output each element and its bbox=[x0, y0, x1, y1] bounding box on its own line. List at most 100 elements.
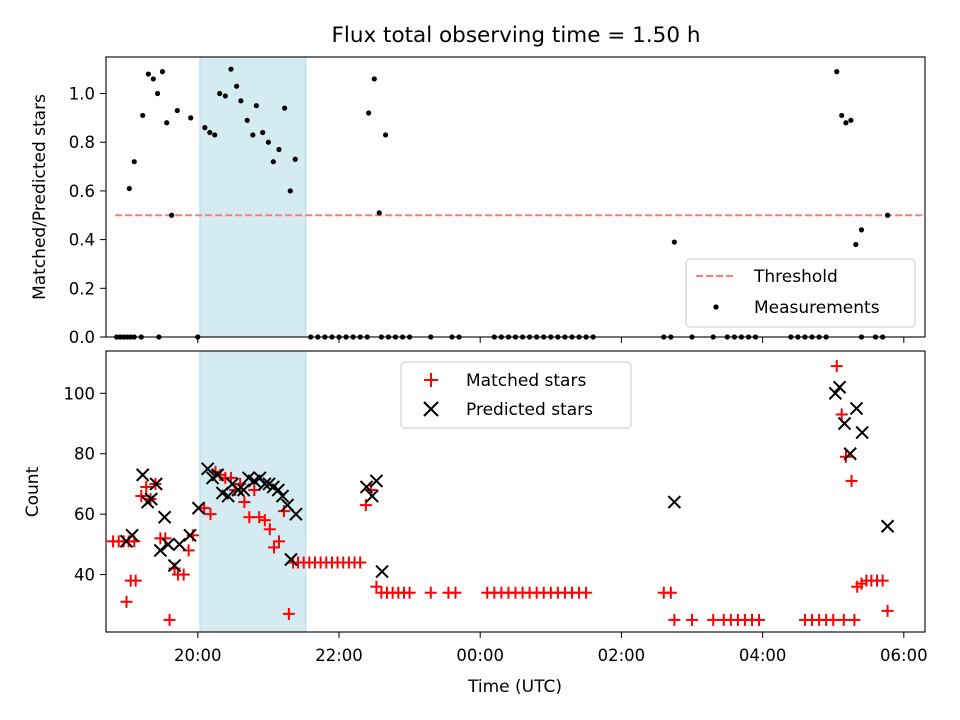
predicted-star-point bbox=[667, 495, 682, 509]
measurement-point bbox=[843, 120, 849, 126]
matched-star-point bbox=[258, 514, 271, 527]
predicted-star-point bbox=[365, 489, 379, 503]
predicted-star-point bbox=[183, 528, 197, 543]
predicted-star-point bbox=[149, 477, 163, 491]
measurement-point bbox=[834, 69, 840, 75]
predicted-star-point bbox=[210, 468, 225, 482]
measurement-point bbox=[169, 212, 175, 218]
measurement-point bbox=[382, 132, 389, 138]
matched-star-point bbox=[876, 574, 889, 587]
matched-star-point bbox=[204, 508, 217, 521]
predicted-star-point bbox=[369, 474, 384, 488]
measurement-point bbox=[140, 112, 146, 119]
measurement-point bbox=[253, 103, 259, 109]
predicted-star-point bbox=[144, 492, 158, 506]
measurement-point bbox=[131, 159, 137, 165]
bottom-ytick-label: 100 bbox=[64, 384, 96, 403]
bottom-axes-frame bbox=[105, 350, 926, 633]
matched-star-point bbox=[848, 613, 861, 626]
measurement-point bbox=[848, 117, 854, 123]
measurement-point bbox=[202, 125, 208, 131]
measurement-point bbox=[671, 239, 677, 245]
measurement-point bbox=[858, 227, 865, 233]
measurement-point bbox=[366, 110, 372, 116]
matched-star-point bbox=[424, 586, 437, 599]
top-axes-frame bbox=[105, 56, 926, 338]
matched-star-point bbox=[664, 586, 677, 599]
measurement-point bbox=[260, 129, 266, 136]
measurement-point bbox=[250, 132, 256, 138]
predicted-star-point bbox=[161, 537, 175, 552]
bottom-panel: 40 60 80 100 20:00 22:00 00:00 02:00 04:00 06:00 bbox=[64, 350, 928, 665]
measurement-point bbox=[371, 76, 377, 82]
measurement-point bbox=[265, 139, 271, 145]
measurement-point bbox=[150, 76, 156, 82]
matched-star-point bbox=[686, 613, 699, 626]
measurement-point bbox=[174, 107, 180, 114]
bottom-ytick-label: 40 bbox=[74, 566, 95, 585]
top-ytick-label: 0.6 bbox=[69, 182, 95, 201]
predicted-star-point bbox=[172, 537, 187, 552]
matched-star-point bbox=[881, 604, 894, 617]
matched-star-point bbox=[198, 502, 211, 515]
predicted-star-point bbox=[236, 483, 251, 497]
measurement-point bbox=[270, 159, 276, 165]
measurement-point bbox=[145, 71, 151, 77]
top-legend-box bbox=[685, 258, 916, 328]
matched-star-point bbox=[129, 574, 142, 587]
matched-star-point bbox=[830, 360, 843, 373]
measurement-point bbox=[154, 90, 161, 97]
legend-measurements-label: Measurements bbox=[754, 298, 880, 318]
matched-star-point bbox=[120, 595, 133, 608]
predicted-star-point bbox=[843, 447, 857, 461]
predicted-star-point bbox=[275, 489, 290, 503]
predicted-star-point bbox=[880, 519, 895, 533]
matched-star-point bbox=[827, 613, 840, 626]
matched-star-point bbox=[837, 613, 850, 626]
measurement-point bbox=[853, 241, 859, 248]
bottom-legend: Matched stars Predicted stars bbox=[400, 361, 632, 429]
predicted-star-point bbox=[125, 528, 139, 543]
measurement-point bbox=[222, 93, 228, 99]
predicted-star-point bbox=[837, 416, 852, 431]
bottom-xtick-label: 02:00 bbox=[598, 646, 646, 665]
matched-star-point bbox=[135, 490, 148, 503]
matched-star-point bbox=[277, 505, 290, 518]
measurement-point bbox=[159, 69, 166, 75]
matched-star-point bbox=[263, 523, 276, 536]
top-panel: 0.0 0.2 0.4 0.6 0.8 1.0 bbox=[69, 56, 926, 347]
chart-title: Flux total observing time = 1.50 h bbox=[332, 23, 701, 48]
matched-star-point bbox=[835, 408, 848, 421]
predicted-star-point bbox=[849, 401, 864, 416]
predicted-star-point bbox=[855, 425, 869, 440]
bottom-y-axis-label: Count bbox=[23, 466, 43, 517]
matched-star-point bbox=[370, 580, 383, 593]
matched-star-point bbox=[580, 586, 593, 599]
predicted-star-point bbox=[191, 501, 206, 515]
predicted-star-point bbox=[221, 489, 235, 503]
bottom-xtick-label: 22:00 bbox=[315, 646, 363, 665]
matched-star-point bbox=[707, 613, 720, 626]
bottom-xtick-label: 00:00 bbox=[456, 646, 504, 665]
measurement-point bbox=[244, 117, 250, 123]
measurement-point bbox=[126, 185, 132, 192]
predicted-star-point bbox=[157, 510, 172, 524]
bottom-highlight-span bbox=[199, 350, 307, 633]
matched-star-point bbox=[163, 613, 176, 626]
predicted-star-point bbox=[200, 462, 215, 476]
matched-star-point bbox=[403, 586, 416, 599]
legend-predicted-label: Predicted stars bbox=[466, 400, 593, 420]
bottom-xtick-label: 06:00 bbox=[880, 646, 928, 665]
legend-threshold-label: Threshold bbox=[753, 267, 838, 287]
x-axis-label: Time (UTC) bbox=[467, 677, 562, 697]
predicted-star-point bbox=[231, 483, 245, 497]
matched-star-point bbox=[268, 541, 281, 554]
measurement-point bbox=[188, 115, 194, 121]
matched-star-point bbox=[272, 535, 285, 548]
predicted-star-point bbox=[258, 477, 272, 491]
predicted-star-point bbox=[167, 558, 182, 573]
top-ytick-label: 1.0 bbox=[69, 85, 95, 104]
legend-measurements-swatch bbox=[713, 304, 719, 310]
